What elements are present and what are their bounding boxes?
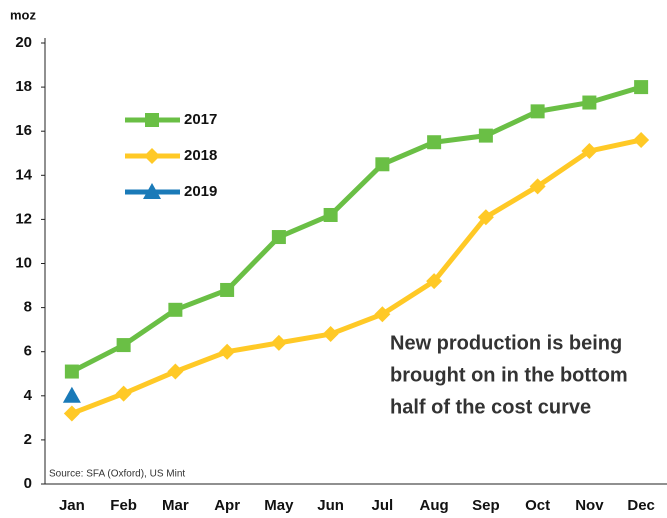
y-tick-label: 14 (15, 166, 32, 183)
legend-label: 2017 (184, 111, 217, 128)
series-line (70, 137, 642, 416)
data-point (167, 363, 184, 380)
y-tick-label: 8 (24, 299, 32, 316)
data-point (478, 128, 493, 143)
data-point (219, 343, 236, 360)
data-point (270, 334, 287, 351)
y-tick-label: 12 (15, 210, 32, 227)
x-tick-label: Jul (372, 497, 394, 514)
data-point (530, 104, 545, 119)
legend-label: 2019 (184, 183, 217, 200)
data-point (633, 132, 650, 149)
source-note: Source: SFA (Oxford), US Mint (49, 469, 185, 480)
legend-marker (145, 113, 159, 127)
legend-marker (143, 183, 161, 199)
y-tick-label: 0 (24, 475, 32, 492)
data-point (426, 273, 443, 290)
annotation: half of the cost curve (390, 396, 591, 418)
data-point (323, 207, 338, 222)
data-point (634, 80, 649, 95)
x-tick-label: Jun (317, 497, 344, 514)
annotation: brought on in the bottom (390, 364, 628, 386)
y-tick-label: 10 (15, 254, 32, 271)
x-tick-label: Dec (627, 497, 655, 514)
data-point (427, 135, 442, 150)
x-tick-label: Aug (420, 497, 449, 514)
series-line (70, 84, 642, 374)
y-tick-label: 6 (24, 343, 32, 360)
x-tick-label: Jan (59, 497, 85, 514)
data-point (529, 178, 546, 195)
data-point (322, 326, 339, 343)
x-tick-label: Feb (110, 497, 137, 514)
data-point (168, 302, 183, 317)
data-point (63, 405, 80, 422)
legend-marker (144, 148, 160, 164)
y-tick-label: 20 (15, 34, 32, 51)
y-tick-label: 18 (15, 78, 32, 95)
data-point (374, 306, 391, 323)
data-point (220, 282, 235, 297)
data-point (477, 209, 494, 226)
y-axis-label: moz (10, 7, 37, 22)
y-tick-label: 2 (24, 431, 32, 448)
x-tick-label: Sep (472, 497, 500, 514)
data-point (64, 364, 79, 379)
x-tick-label: Oct (525, 497, 550, 514)
x-tick-label: Mar (162, 497, 189, 514)
data-point (581, 143, 598, 160)
data-point (116, 338, 131, 353)
data-point (375, 157, 390, 172)
x-tick-label: May (264, 497, 294, 514)
data-point (271, 230, 286, 245)
legend-label: 2018 (184, 147, 217, 164)
x-tick-label: Apr (214, 497, 240, 514)
y-tick-label: 4 (24, 387, 33, 404)
y-tick-label: 16 (15, 122, 32, 139)
data-point (62, 386, 81, 403)
annotation: New production is being (390, 332, 622, 354)
data-point (115, 385, 132, 402)
data-point (582, 95, 597, 110)
x-tick-label: Nov (575, 497, 604, 514)
